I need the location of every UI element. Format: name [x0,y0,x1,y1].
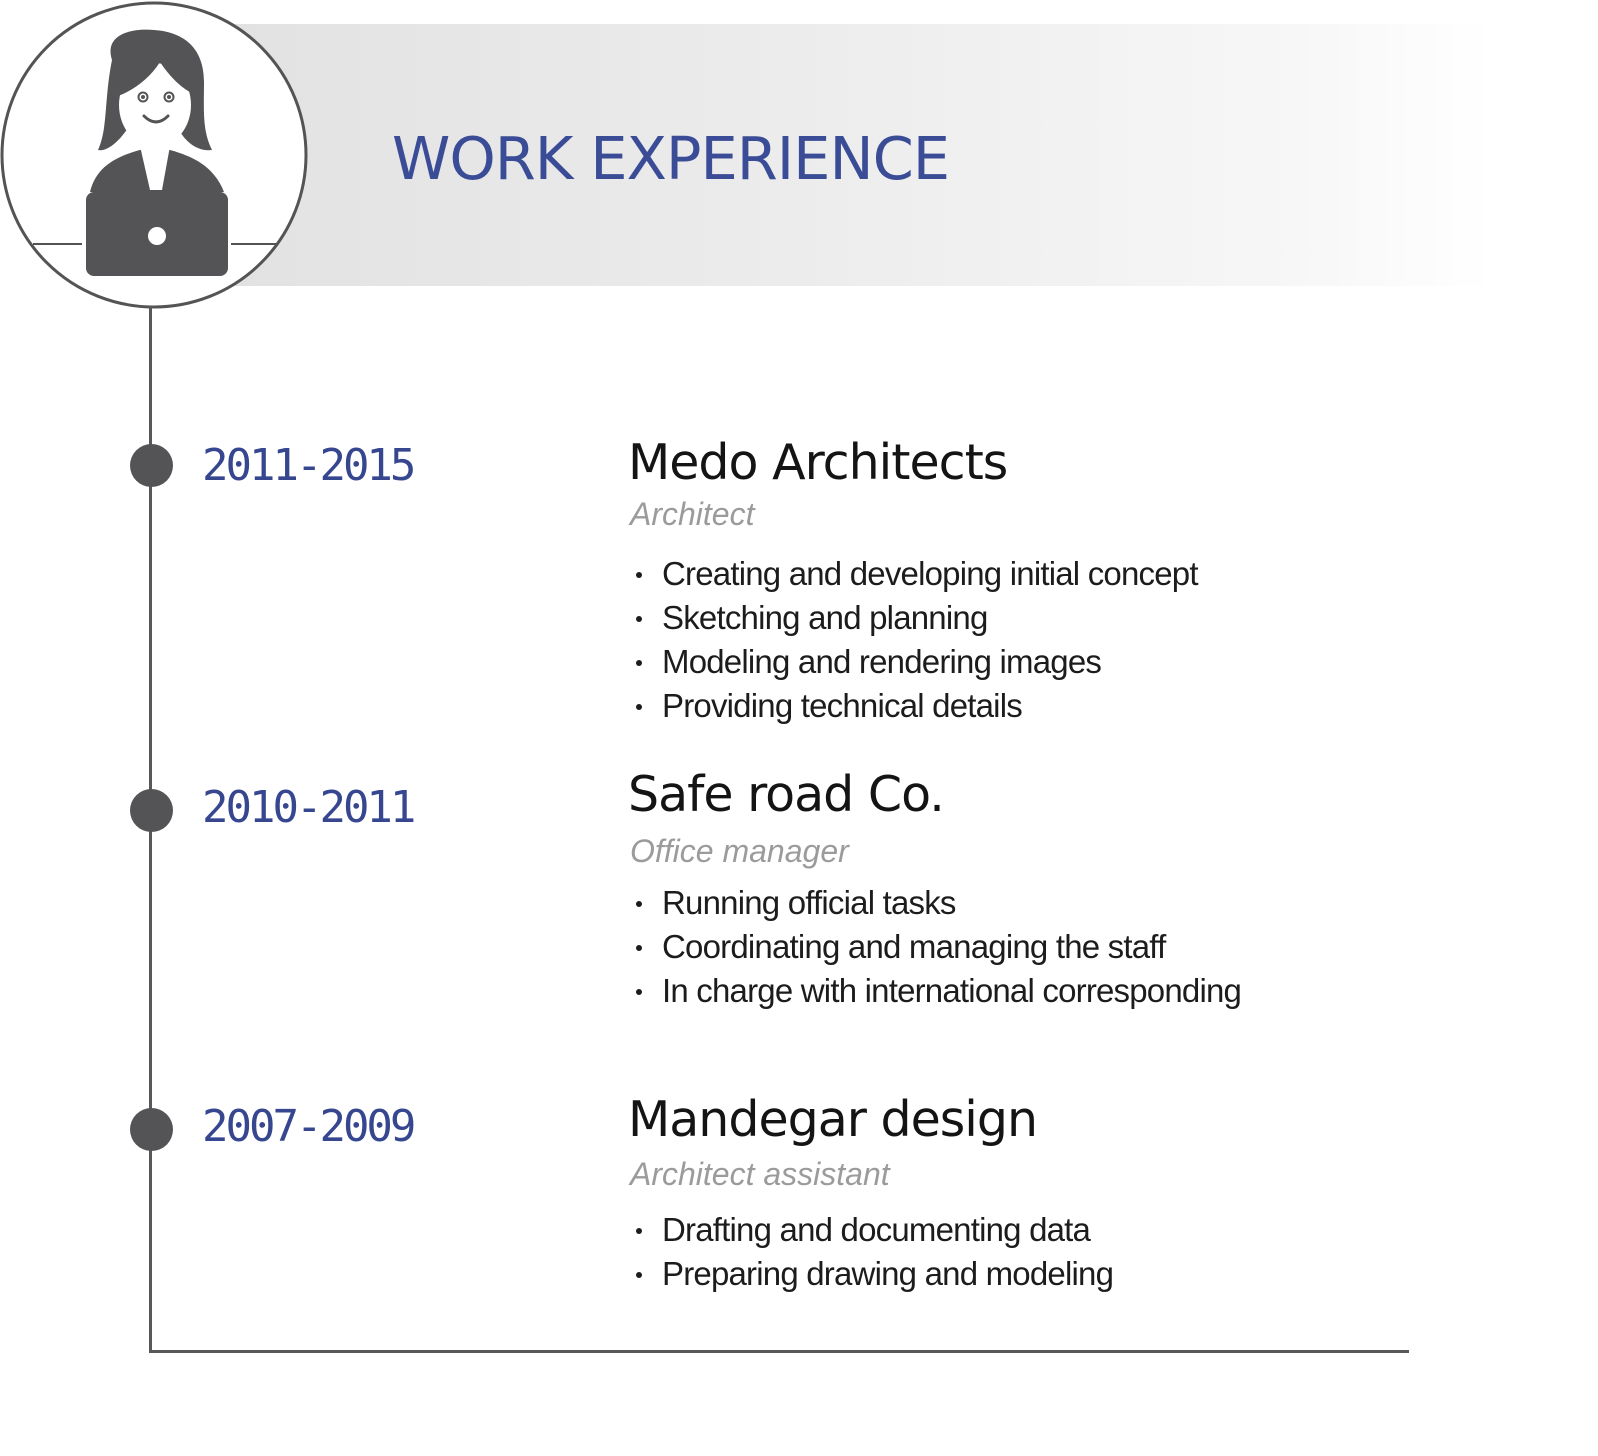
timeline-dot [130,1108,173,1151]
duty-item: Preparing drawing and modeling [632,1252,1114,1296]
duty-list: Creating and developing initial concept … [632,552,1198,728]
duty-list: Drafting and documenting data Preparing … [632,1208,1114,1296]
timeline-dot [130,789,173,832]
woman-with-laptop-icon [33,29,277,276]
page-title: WORK EXPERIENCE [392,124,950,193]
duty-item: Drafting and documenting data [632,1208,1113,1252]
duty-item: Modeling and rendering images [632,640,1198,684]
duty-item: Running official tasks [632,881,1241,925]
entry-role: Architect assistant [630,1156,890,1192]
entry-years: 2010-2011 [202,782,416,833]
duty-item: Sketching and planning [632,596,1198,640]
duty-item: Providing technical details [632,684,1198,728]
entry-years: 2007-2009 [202,1101,416,1152]
header-band [220,24,1492,286]
duty-item: Coordinating and managing the staff [632,925,1241,969]
duty-item: In charge with international correspondi… [632,969,1242,1013]
entry-role: Office manager [630,833,849,869]
avatar [0,1,308,309]
entry-company: Safe road Co. [628,766,945,823]
timeline-dot [130,444,173,487]
duty-item: Creating and developing initial concept [632,552,1198,596]
duty-list: Running official tasks Coordinating and … [632,881,1242,1013]
entry-role: Architect [630,496,755,532]
entry-company: Mandegar design [628,1091,1038,1148]
timeline-baseline [149,1350,1409,1353]
entry-years: 2011-2015 [202,440,416,491]
entry-company: Medo Architects [628,434,1008,491]
